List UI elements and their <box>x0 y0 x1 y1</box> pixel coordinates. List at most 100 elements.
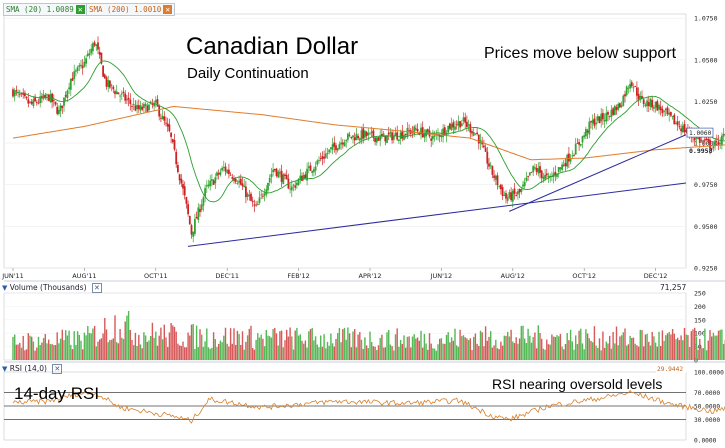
sma20-legend-label: SMA (20) 1.0089 <box>6 5 74 14</box>
candle-body <box>182 184 184 188</box>
volume-bar <box>116 342 117 360</box>
candle-body <box>612 108 614 114</box>
candle-body <box>539 166 541 173</box>
candle-body <box>656 101 658 110</box>
candle-body <box>478 135 480 144</box>
volume-bar <box>361 340 362 360</box>
candle-body <box>323 157 325 159</box>
candle-body <box>585 129 587 136</box>
candle-body <box>503 195 505 196</box>
volume-bar <box>237 331 238 360</box>
chart-title: Canadian Dollar <box>186 33 358 61</box>
candle-body <box>459 121 461 127</box>
price-y-tick-label: 1.0500 <box>694 56 718 64</box>
candle-body <box>269 178 271 182</box>
volume-bar <box>298 336 299 360</box>
volume-bar <box>283 347 284 360</box>
volume-bar <box>512 341 513 360</box>
sma200-legend[interactable]: SMA (200) 1.0010✕ <box>86 3 175 16</box>
candle-body <box>55 102 57 105</box>
candle-body <box>532 166 534 172</box>
candle-body <box>493 175 495 178</box>
volume-bar <box>111 340 112 360</box>
candle-body <box>706 138 708 140</box>
rsi-y-tick-label: 100.0000 <box>694 370 724 377</box>
volume-bar <box>318 347 319 360</box>
volume-bar <box>128 311 129 360</box>
volume-bar <box>208 347 209 360</box>
candle-body <box>294 186 296 188</box>
volume-bar <box>386 332 387 360</box>
candle-body <box>135 105 137 110</box>
volume-bar <box>23 336 24 360</box>
close-icon[interactable]: ✕ <box>92 283 102 293</box>
volume-bar <box>478 346 479 360</box>
candle-body <box>286 175 288 179</box>
candle-body <box>673 115 675 124</box>
volume-bar <box>714 336 715 360</box>
candle-body <box>672 116 674 117</box>
candle-body <box>621 105 623 107</box>
candle-body <box>571 155 573 156</box>
volume-bar <box>148 340 149 360</box>
volume-bar <box>686 334 687 360</box>
volume-bar <box>14 335 15 360</box>
volume-bar <box>679 340 680 360</box>
candle-body <box>65 95 67 97</box>
volume-bar <box>589 338 590 360</box>
candle-body <box>369 133 371 134</box>
candle-body <box>67 91 69 98</box>
candle-body <box>713 146 715 148</box>
candle-body <box>677 121 679 125</box>
volume-bar <box>687 335 688 360</box>
volume-bar <box>172 325 173 360</box>
volume-bar <box>609 336 610 360</box>
candle-body <box>72 78 74 81</box>
volume-bar <box>221 342 222 360</box>
close-icon[interactable]: ✕ <box>76 5 85 14</box>
volume-bar <box>123 339 124 360</box>
candle-body <box>624 94 626 96</box>
candle-body <box>206 185 208 186</box>
volume-bar <box>337 333 338 360</box>
candle-body <box>558 167 560 172</box>
candle-body <box>577 143 579 144</box>
x-tick-label: APR'12 <box>359 272 382 280</box>
volume-bar <box>517 344 518 360</box>
candle-body <box>376 137 378 142</box>
triangle-down-icon[interactable]: ▼ <box>2 365 7 373</box>
volume-bar <box>45 334 46 360</box>
candle-body <box>408 130 410 131</box>
candle-body <box>293 185 295 186</box>
candle-body <box>500 185 502 190</box>
volume-bar <box>211 348 212 360</box>
volume-bar <box>424 334 425 360</box>
volume-bar <box>232 344 233 360</box>
candle-body <box>352 135 354 137</box>
candle-body <box>466 122 468 127</box>
volume-bar <box>125 322 126 360</box>
volume-bar <box>143 332 144 360</box>
volume-bar <box>578 331 579 360</box>
candle-body <box>201 205 203 211</box>
volume-bar <box>138 335 139 360</box>
volume-bar <box>57 332 58 360</box>
close-icon[interactable]: ✕ <box>52 364 62 374</box>
close-icon[interactable]: ✕ <box>163 5 172 14</box>
volume-bar <box>250 326 251 360</box>
volume-bar <box>550 345 551 360</box>
candle-body <box>614 106 616 115</box>
volume-bar <box>604 348 605 360</box>
candle-body <box>492 166 494 175</box>
sma20-legend[interactable]: SMA (20) 1.0089✕ <box>3 3 88 16</box>
volume-bar <box>468 340 469 360</box>
triangle-down-icon[interactable]: ▼ <box>2 284 7 292</box>
volume-bar <box>230 328 231 360</box>
candle-body <box>592 120 594 124</box>
volume-bar <box>492 348 493 360</box>
candle-body <box>255 205 257 206</box>
candle-body <box>595 123 597 125</box>
volume-bar <box>274 328 275 360</box>
candle-body <box>262 196 264 197</box>
candle-body <box>367 133 369 135</box>
